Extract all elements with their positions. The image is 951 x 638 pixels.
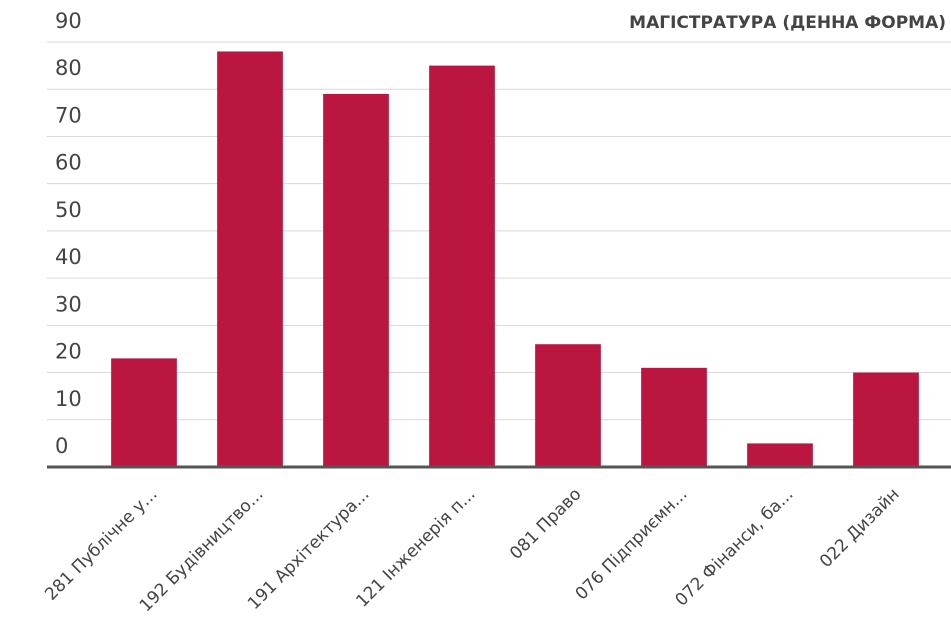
bar	[323, 93, 389, 467]
y-tick-label: 10	[55, 387, 82, 411]
x-tick-label: 072 Фінанси, ба...	[672, 484, 798, 610]
y-tick-label: 60	[55, 151, 82, 175]
chart-title: МАГІСТРАТУРА (ДЕННА ФОРМА)	[629, 13, 946, 33]
bar	[429, 65, 495, 467]
x-tick-label: 081 Право	[506, 484, 585, 563]
x-tick-label: 121 Інженерія п...	[352, 484, 479, 611]
bar	[217, 51, 283, 467]
y-tick-label: 90	[55, 9, 82, 33]
bar	[641, 367, 707, 467]
y-tick-label: 80	[55, 56, 82, 80]
bar	[747, 443, 813, 467]
y-tick-label: 20	[55, 340, 82, 364]
y-tick-label: 70	[55, 103, 82, 127]
x-tick-label: 076 Підприємн...	[572, 484, 692, 604]
x-tick-label: 022 Дизайн	[816, 484, 904, 572]
x-tick-label: 281 Публічне у...	[41, 484, 161, 604]
bar	[111, 358, 177, 467]
y-tick-label: 0	[55, 434, 68, 458]
y-tick-label: 30	[55, 292, 82, 316]
y-tick-label: 40	[55, 245, 82, 269]
bar	[853, 372, 919, 467]
y-tick-label: 50	[55, 198, 82, 222]
bar	[535, 344, 601, 467]
